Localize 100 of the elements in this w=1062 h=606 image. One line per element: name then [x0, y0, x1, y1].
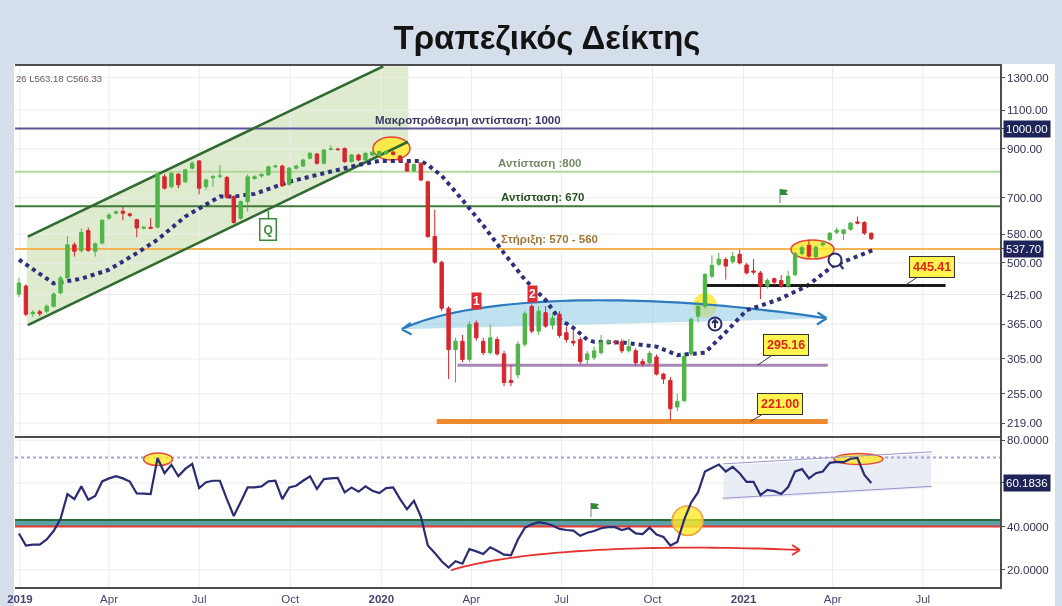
candlestick [494, 336, 500, 357]
candlestick [141, 225, 146, 230]
candlestick [584, 350, 590, 366]
candlestick [439, 260, 444, 312]
candlestick [190, 160, 195, 170]
candlestick [99, 218, 105, 245]
y-tick-label: 500.00 [1007, 257, 1043, 270]
annotation: Στήριξη: 570 - 560 [501, 233, 598, 246]
candlestick [675, 393, 680, 412]
candlestick [300, 158, 306, 168]
x-tick-label: 2019 [7, 592, 33, 605]
candlestick [280, 164, 285, 188]
candlestick [799, 244, 805, 256]
candlestick [848, 221, 853, 232]
candlestick [709, 254, 715, 279]
candlestick [841, 228, 846, 241]
candlestick [501, 350, 507, 387]
candlestick [467, 320, 472, 363]
candlestick [231, 195, 236, 225]
candlestick [106, 212, 112, 221]
y-tick-label: 900.00 [1007, 142, 1043, 155]
candlestick [772, 276, 777, 286]
candlestick [640, 358, 645, 368]
candlestick [328, 144, 333, 151]
candlestick [806, 239, 812, 259]
candlestick [72, 241, 77, 258]
y-tick-label: 219.00 [1007, 417, 1043, 430]
candlestick [869, 232, 874, 241]
candlestick [92, 241, 98, 258]
candlestick [370, 150, 375, 157]
y-tick-label: 1100.00 [1007, 104, 1048, 117]
y-tick-label: 537.70 [1006, 243, 1042, 255]
candlestick [377, 150, 382, 157]
candlestick [654, 354, 659, 376]
candlestick [474, 319, 479, 342]
y-tick-label: 1300.00 [1007, 71, 1049, 84]
candlestick [827, 231, 832, 242]
y-tick-label: 700.00 [1007, 191, 1043, 204]
candlestick [266, 165, 271, 177]
candlestick [155, 172, 160, 229]
y-tick-label: 20.0000 [1007, 563, 1049, 576]
candlestick [591, 346, 597, 361]
candlestick [245, 173, 250, 212]
annotation: Αντίσταση :800 [498, 157, 582, 169]
candlestick [730, 251, 735, 265]
candlestick [51, 291, 56, 308]
candlestick [127, 212, 133, 218]
x-tick-label: Apr [100, 592, 119, 605]
candlestick [134, 218, 139, 238]
candlestick [481, 337, 486, 356]
candlestick [273, 164, 278, 169]
candlestick [120, 206, 126, 221]
candlestick [612, 339, 618, 346]
x-tick-label: Jul [191, 592, 207, 605]
candlestick [210, 174, 216, 188]
annotation: Μακροπρόθεσμη αντίσταση: 1000 [375, 114, 561, 126]
candlestick [397, 154, 403, 163]
candlestick [834, 227, 839, 235]
candlestick [571, 329, 576, 347]
candlestick [113, 209, 119, 215]
candlestick [44, 303, 49, 314]
candlestick [224, 175, 230, 200]
candlestick [79, 227, 84, 253]
candlestick [619, 338, 625, 354]
x-tick-label: 2020 [368, 592, 395, 605]
candlestick [16, 277, 22, 298]
candlestick [855, 216, 860, 225]
candlestick [557, 310, 562, 339]
x-tick-label: 2021 [730, 592, 757, 605]
candlestick [349, 153, 354, 164]
candlestick [321, 148, 327, 166]
candlestick [446, 305, 451, 380]
candlestick [647, 350, 652, 367]
candlestick [404, 161, 410, 173]
x-tick-label: Jul [915, 592, 931, 605]
candlestick [564, 326, 569, 343]
candlestick [820, 240, 825, 248]
candlestick [792, 251, 798, 278]
candlestick [682, 352, 687, 403]
candlestick [307, 151, 313, 160]
candlestick [314, 152, 320, 166]
candlestick [668, 376, 673, 422]
chart-title: Τραπεζικός Δείκτης [393, 18, 701, 56]
candlestick [661, 372, 666, 385]
candlestick [169, 171, 174, 189]
candlestick [744, 262, 749, 276]
candlestick [779, 274, 784, 289]
candlestick [508, 364, 514, 387]
x-tick-label: Jul [554, 592, 569, 605]
annotation: Αντίσταση: 670 [501, 191, 585, 203]
candlestick [460, 334, 465, 363]
candlestick [176, 172, 181, 189]
x-tick-label: Oct [643, 592, 663, 605]
x-tick-label: Apr [462, 592, 481, 605]
candlestick [58, 275, 63, 296]
candlestick [37, 309, 42, 317]
candlestick [287, 166, 292, 187]
annotation: 1 [473, 294, 480, 308]
annotation: 2 [529, 287, 536, 301]
candlestick [162, 173, 167, 191]
